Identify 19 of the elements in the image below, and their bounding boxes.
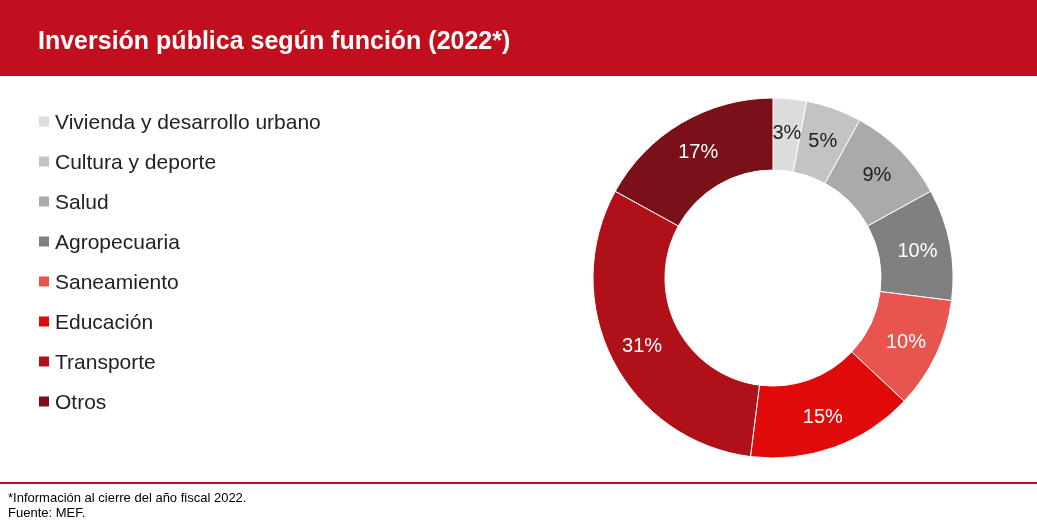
legend-label: Vivienda y desarrollo urbano bbox=[55, 110, 321, 133]
legend-label: Cultura y deporte bbox=[55, 150, 217, 173]
data-label: 10% bbox=[897, 239, 938, 262]
text: *Información al cierre del año fiscal 2022. bbox=[8, 490, 247, 505]
legend-label: Salud bbox=[55, 190, 109, 213]
legend-label: Otros bbox=[55, 390, 107, 413]
data-label: 31% bbox=[622, 333, 663, 356]
legend-label: Agropecuaria bbox=[55, 230, 181, 253]
chart-title: Inversión pública según función (2022*) bbox=[0, 0, 1037, 76]
data-label: 10% bbox=[885, 329, 927, 352]
legend-label: Transporte bbox=[55, 350, 156, 373]
legend-label: Saneamiento bbox=[55, 270, 179, 293]
data-label: 17% bbox=[678, 140, 719, 163]
data-label: 9% bbox=[862, 163, 892, 186]
data-label: 3% bbox=[772, 120, 802, 143]
data-label: 5% bbox=[808, 128, 838, 151]
legend-label: Educación bbox=[55, 310, 154, 333]
source-note: Fuente: MEF. bbox=[8, 505, 87, 520]
data-label: 15% bbox=[802, 405, 844, 428]
